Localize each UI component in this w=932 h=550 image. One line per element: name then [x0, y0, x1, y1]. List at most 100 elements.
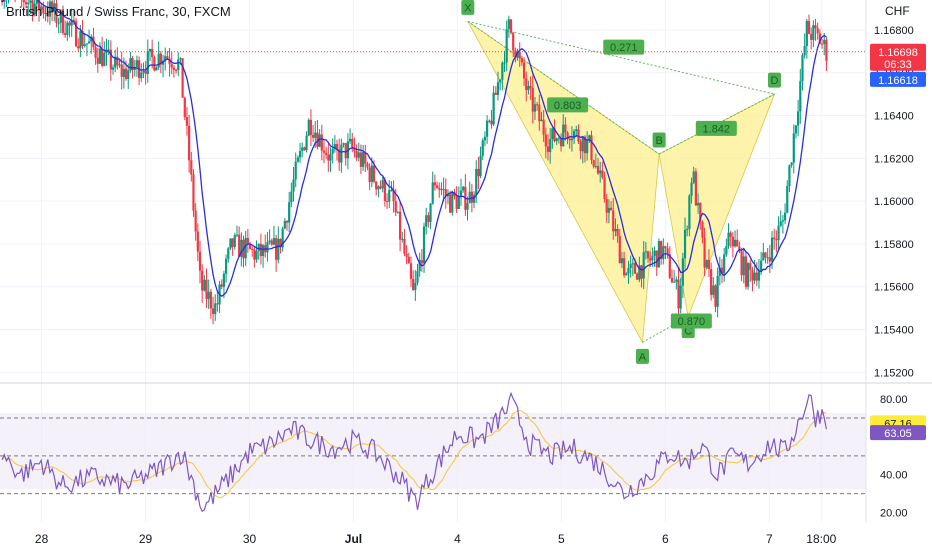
candle-down: [568, 138, 571, 141]
rsi-ma-value-badge: 63.05: [884, 428, 912, 440]
candle-up: [222, 273, 226, 287]
candle-down: [251, 248, 254, 250]
candle-up: [288, 202, 291, 223]
candle-down: [699, 202, 702, 222]
candle-up: [148, 49, 152, 52]
candle-up: [425, 215, 428, 227]
symbol-title[interactable]: British Pound / Swiss Franc, 30, FXCM: [6, 4, 231, 19]
pattern-point-a-bg[interactable]: [635, 348, 649, 364]
candle-up: [244, 237, 247, 259]
candle-up: [496, 82, 500, 95]
candle-down: [174, 69, 178, 71]
candle-up: [70, 19, 73, 26]
candle-up: [733, 239, 737, 247]
time-tick-label[interactable]: 30: [243, 532, 257, 546]
pattern-point-d-bg[interactable]: [768, 72, 782, 88]
harmonic-pattern[interactable]: [467, 20, 776, 344]
price-tick-label[interactable]: 1.15800: [874, 239, 914, 251]
candle-down: [544, 134, 547, 147]
candle-down: [192, 174, 195, 211]
candle-up: [594, 166, 597, 168]
candle-down: [320, 134, 323, 151]
candlestick-series: [0, 0, 828, 325]
candle-up: [3, 0, 6, 2]
price-tick-label[interactable]: 1.15200: [874, 367, 914, 379]
candle-up: [766, 257, 769, 259]
candle-down: [327, 154, 330, 161]
rsi-axis[interactable]: 80.00 40.00 20.00: [880, 394, 908, 519]
moving-average-line: [1, 0, 827, 298]
pattern-labels[interactable]: X A B C D 0.271 0.803 0.870 1.842: [461, 0, 782, 364]
candle-down: [596, 166, 600, 174]
candle-up: [157, 53, 160, 68]
pattern-point-x[interactable]: X: [464, 2, 472, 14]
candle-down: [553, 128, 556, 142]
candle-down: [392, 189, 395, 202]
pattern-point-b[interactable]: B: [655, 135, 662, 147]
candle-down: [383, 179, 386, 201]
candle-up: [229, 238, 232, 249]
candle-down: [670, 277, 674, 283]
price-tick-label[interactable]: 1.16200: [874, 153, 914, 165]
candle-up: [690, 182, 693, 196]
price-tick-label[interactable]: 1.16400: [874, 111, 914, 123]
pattern-ratio-bg[interactable]: [547, 97, 589, 113]
pattern-ratio[interactable]: 0.870: [678, 316, 706, 328]
pattern-triangle[interactable]: [467, 21, 660, 344]
candle-up: [272, 238, 276, 245]
candle-up: [777, 225, 780, 241]
candle-up: [281, 228, 284, 248]
candle-up: [673, 281, 676, 283]
candle-up: [779, 221, 782, 226]
candle-down: [51, 1, 54, 13]
candle-down: [564, 124, 567, 133]
candle-down: [188, 125, 191, 161]
candle-down: [109, 49, 112, 70]
candle-down: [405, 253, 408, 257]
pattern-ratio-bg[interactable]: [603, 39, 645, 55]
candle-down: [151, 49, 154, 58]
candle-up: [203, 279, 206, 291]
candle-down: [531, 87, 534, 112]
pattern-ratio[interactable]: 0.803: [554, 100, 582, 112]
candle-up: [301, 147, 304, 152]
pattern-ratio[interactable]: 0.271: [610, 42, 638, 54]
time-tick-label[interactable]: 7: [766, 532, 773, 546]
pattern-ratio-bg[interactable]: [670, 313, 712, 329]
candle-down: [37, 0, 41, 10]
candle-down: [559, 138, 563, 147]
candle-down: [514, 50, 517, 58]
time-tick-label[interactable]: Jul: [345, 532, 362, 546]
candle-up: [59, 10, 62, 23]
time-axis[interactable]: 28 29 30 Jul 4 5 6 7 18:00: [35, 532, 837, 546]
price-tick-label[interactable]: 1.15400: [874, 325, 914, 337]
candle-up: [507, 19, 510, 30]
candle-down: [412, 278, 415, 291]
candle-down: [590, 135, 593, 160]
pattern-point-a[interactable]: A: [639, 351, 647, 363]
rsi-tick-label[interactable]: 20.00: [880, 508, 908, 520]
candle-down: [31, 0, 34, 15]
time-tick-label[interactable]: 18:00: [806, 532, 836, 546]
pattern-ratio[interactable]: 1.842: [703, 123, 731, 135]
pattern-ratio-bg[interactable]: [695, 120, 737, 136]
candle-down: [231, 238, 234, 247]
candle-down: [303, 147, 306, 150]
time-tick-label[interactable]: 28: [35, 532, 49, 546]
price-tick-label[interactable]: 1.15600: [874, 282, 914, 294]
pattern-point-x-bg[interactable]: [461, 0, 475, 15]
time-tick-label[interactable]: 4: [454, 532, 461, 546]
pattern-point-b-bg[interactable]: [652, 132, 666, 148]
time-tick-label[interactable]: 6: [662, 532, 669, 546]
rsi-tick-label[interactable]: 80.00: [880, 394, 908, 406]
pattern-point-d[interactable]: D: [771, 75, 779, 87]
pattern-point-c[interactable]: C: [684, 326, 692, 338]
time-tick-label[interactable]: 29: [139, 532, 153, 546]
candle-down: [353, 147, 356, 151]
candle-down: [198, 251, 202, 271]
rsi-tick-label[interactable]: 40.00: [880, 470, 908, 482]
time-tick-label[interactable]: 5: [558, 532, 565, 546]
price-tick-label[interactable]: 1.16000: [874, 196, 914, 208]
price-tick-label[interactable]: 1.16800: [874, 25, 914, 37]
